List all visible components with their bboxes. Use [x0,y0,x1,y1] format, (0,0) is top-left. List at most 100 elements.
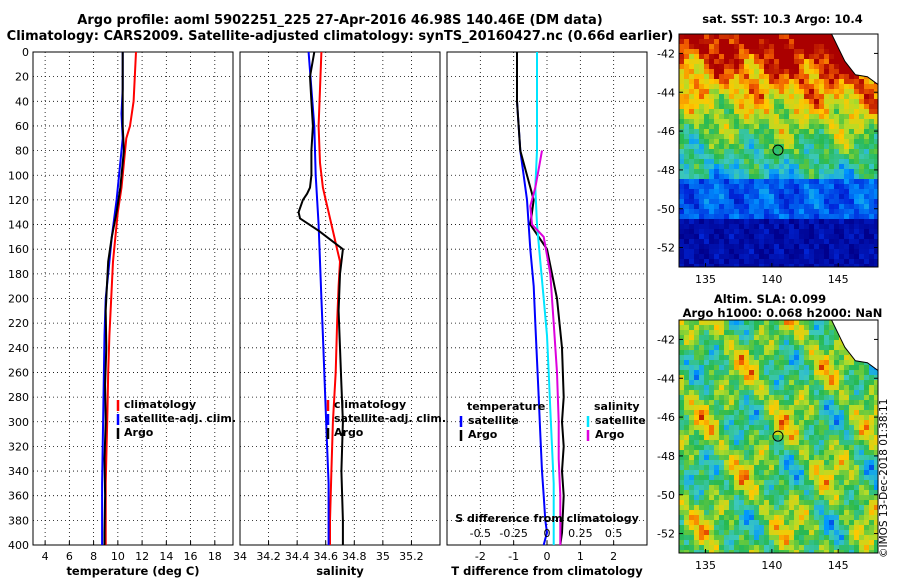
lat-tick-label: -50 [657,489,675,502]
series-climatology [317,51,342,545]
x-tick-label: 16 [184,550,198,563]
y-tick-label: 180 [8,268,29,281]
sst-cells [679,34,878,267]
y-tick-label: 240 [8,342,29,355]
lat-tick-label: -52 [657,242,675,255]
lat-tick-label: -44 [657,372,675,385]
legend-label: climatology [334,398,406,411]
lat-tick-label: -42 [657,333,675,346]
y-tick-label: 140 [8,219,29,232]
series-s-satellite [534,52,555,545]
sla-land [831,320,878,372]
sla-float-marker [772,430,784,442]
y-tick-label: 100 [8,169,29,182]
lon-tick-label: 135 [695,559,716,572]
panel-0 [32,51,234,546]
sla-map-title-1: Altim. SLA: 0.099 [713,292,827,306]
panel-1 [239,51,441,546]
y-tick-label: 20 [15,71,29,84]
x-tick-label: 0 [544,550,551,563]
lon-tick-label: 145 [828,559,849,572]
lat-tick-label: -46 [657,125,675,138]
lat-tick-label: -46 [657,411,675,424]
y-tick-label: 220 [8,317,29,330]
credit-text: ©IMOS 13-Dec-2018 01:38:11 [878,398,890,558]
title-line-2: Climatology: CARS2009. Satellite-adjuste… [6,29,674,44]
x-tick-label: -2 [475,550,486,563]
legend-heading-temperature: temperature [467,400,545,413]
x-tick-label: 8 [90,550,97,563]
y-tick-label: 260 [8,366,29,379]
y-tick-label: 380 [8,514,29,527]
credit-text-container: ©IMOS 13-Dec-2018 01:38:11 [878,399,894,570]
x-axis-label: salinity [316,564,364,578]
series-s-argo [529,150,562,545]
y-tick-label: 280 [8,391,29,404]
sla-map-title-2: Argo h1000: 0.068 h2000: NaN [682,306,883,320]
x-top-tick-label: 0.25 [568,527,593,540]
x-top-tick-label: 0.5 [605,527,623,540]
y-tick-label: 200 [8,293,29,306]
lat-tick-label: -42 [657,47,675,60]
x-tick-label: 10 [111,550,125,563]
x-tick-label: 34.2 [256,550,281,563]
title-line-1: Argo profile: aoml 5902251_225 27-Apr-20… [77,13,603,28]
lon-tick-label: 140 [761,273,782,286]
y-tick-label: 320 [8,440,29,453]
y-tick-label: 60 [15,120,29,133]
y-tick-label: 300 [8,416,29,429]
x-tick-label: 18 [208,550,222,563]
legend-label: satellite-adj. clim. [124,412,236,425]
sst-map [678,33,879,268]
legend-label: satellite [468,414,519,427]
x-tick-label: 35.2 [399,550,424,563]
legend-label: Argo [334,426,364,439]
y-tick-label: 0 [22,46,29,59]
x-tick-label: 12 [135,550,149,563]
y-tick-label: 340 [8,465,29,478]
x-tick-label: 1 [577,550,584,563]
y-tick-label: 160 [8,243,29,256]
x-top-tick-label: 0 [544,527,551,540]
x-tick-label: 4 [42,550,49,563]
sst-land [831,34,878,86]
lat-tick-label: -50 [657,203,675,216]
lat-tick-label: -52 [657,528,675,541]
x-tick-label: -1 [508,550,519,563]
lat-tick-label: -44 [657,86,675,99]
y-tick-label: 40 [15,95,29,108]
x-axis-label: T difference from climatology [451,564,643,578]
x-top-tick-label: -0.25 [499,527,527,540]
lat-tick-label: -48 [657,164,675,177]
sst-float-marker [772,144,784,156]
panel-2 [446,51,648,546]
sst-frame [678,33,879,268]
y-tick-label: 120 [8,194,29,207]
sla-map [678,319,879,554]
x-tick-label: 2 [610,550,617,563]
legend-label: Argo [124,426,154,439]
legend-label: Argo [468,428,498,441]
series-argo [297,51,344,545]
series-t-satellite [516,52,549,546]
sla-frame [678,319,879,554]
lon-tick-label: 145 [828,273,849,286]
lon-tick-label: 140 [761,559,782,572]
x-axis-label: temperature (deg C) [66,564,199,578]
legend-label: satellite-adj. clim. [334,412,446,425]
x-tick-label: 34.4 [285,550,310,563]
x-tick-label: 34.8 [342,550,367,563]
series-t-argo [516,52,565,546]
lon-tick-label: 135 [695,273,716,286]
y-tick-label: 360 [8,490,29,503]
y-tick-label: 80 [15,145,29,158]
series-satellite-adj-clim- [307,51,330,545]
legend-label: satellite [595,414,646,427]
x-tick-label: 35 [376,550,390,563]
y-tick-label: 400 [8,539,29,552]
lat-tick-label: -48 [657,450,675,463]
legend-label: climatology [124,398,196,411]
x-top-tick-label: -0.5 [470,527,491,540]
